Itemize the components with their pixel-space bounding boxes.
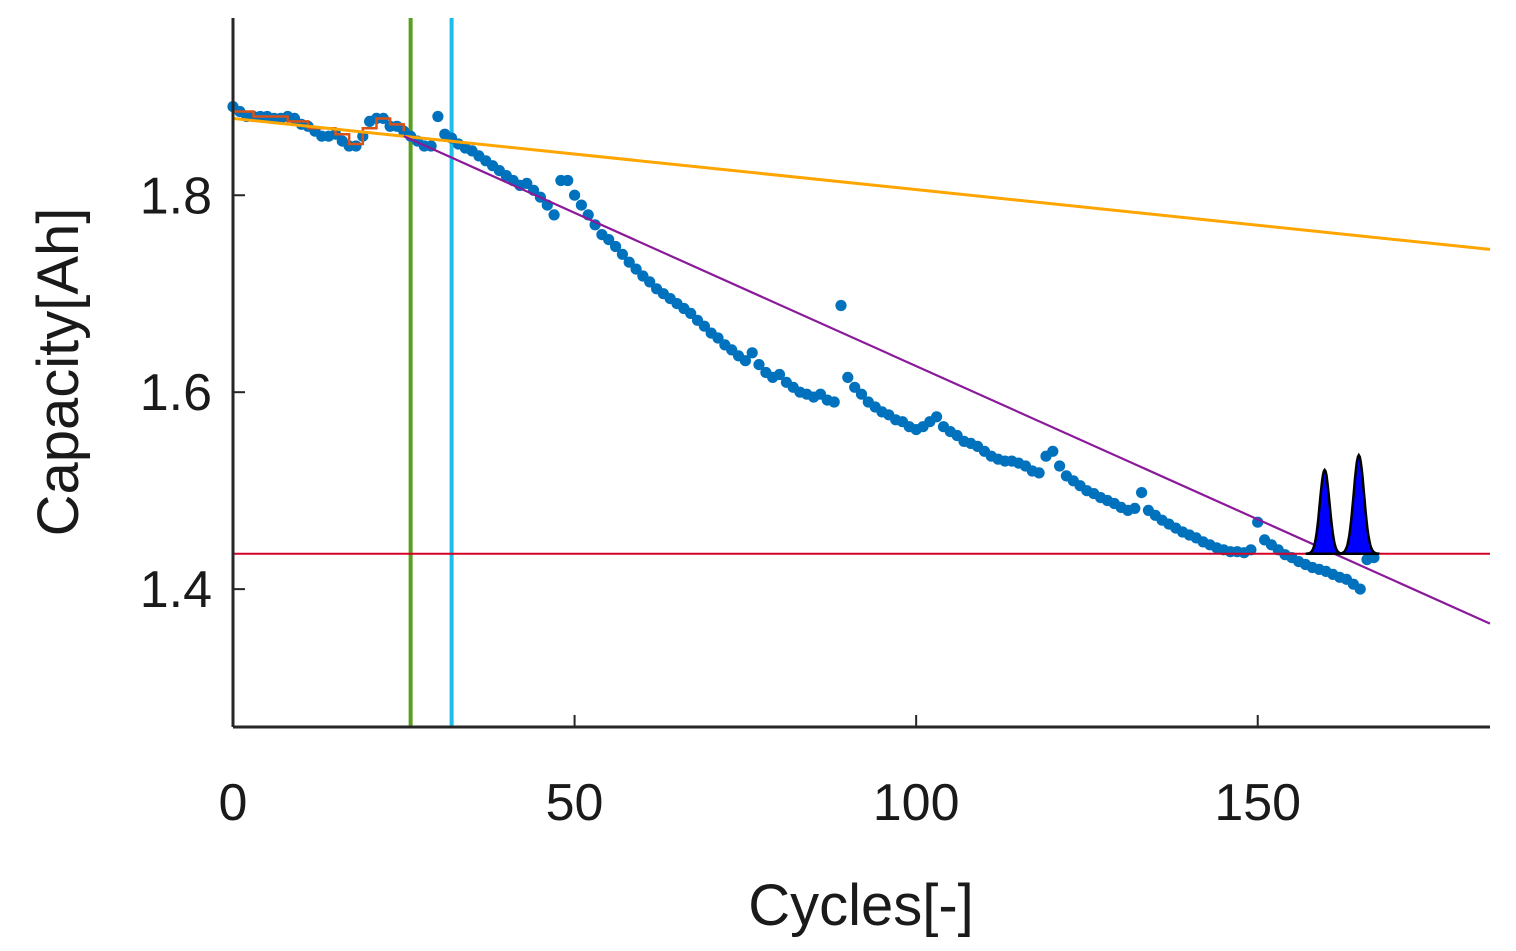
capacity-point [432,110,444,123]
capacity-point [828,396,840,408]
capacity-point [630,263,642,275]
capacity-point [739,355,752,367]
tick-marks [232,194,1259,727]
capacity-point [589,219,601,231]
series-marks [227,18,1491,727]
capacity-point [603,234,615,246]
capacity-point [855,388,868,400]
x-axis-label: Cycles[-] [748,873,974,938]
x-tick-label: 0 [219,774,248,832]
capacity-point [1136,487,1148,499]
capacity-point [685,307,697,319]
capacity-point [1054,460,1066,472]
capacity-point [1354,583,1366,595]
capacity-point [350,140,362,152]
capacity-point [575,199,588,211]
capacity-point [521,177,533,189]
x-tick-label: 100 [873,774,960,832]
capacity-point [712,332,724,344]
capacity-point [931,411,943,423]
rul-distribution-peak [1305,467,1345,555]
capacity-point [1129,502,1141,514]
capacity-point [842,371,854,383]
capacity-point [1252,516,1264,528]
capacity-point [548,209,560,221]
y-tick-label: 1.4 [140,561,212,619]
plot-area [227,18,1491,729]
capacity-point [746,347,758,359]
capacity-point [849,381,861,393]
y-tick-label: 1.8 [140,167,212,225]
y-axis-label: Capacity[Ah] [26,208,91,537]
capacity-point [1245,544,1257,556]
initial-trend-line [232,116,1491,251]
y-tick-label: 1.6 [140,364,212,422]
capacity-point [835,299,847,312]
prediction-trend-line [403,135,1491,625]
capacity-point [1047,445,1059,457]
x-tick-labels: 0 50 100 150 [219,774,1302,832]
y-tick-labels: 1.4 1.6 1.8 [140,167,212,619]
capacity-point [616,248,629,260]
x-tick-label: 50 [546,774,604,832]
capacity-point [610,240,622,253]
capacity-point [1033,467,1045,479]
early-fit-line [233,110,406,146]
capacity-point [623,256,635,268]
x-tick-label: 150 [1214,774,1301,832]
rul-distribution-peak [1338,452,1380,555]
capacity-point [773,368,786,381]
capacity-point [562,174,574,187]
capacity-point [644,276,656,288]
capacity-point [569,189,581,201]
capacity-point [753,359,765,371]
capacity-point [698,320,711,332]
